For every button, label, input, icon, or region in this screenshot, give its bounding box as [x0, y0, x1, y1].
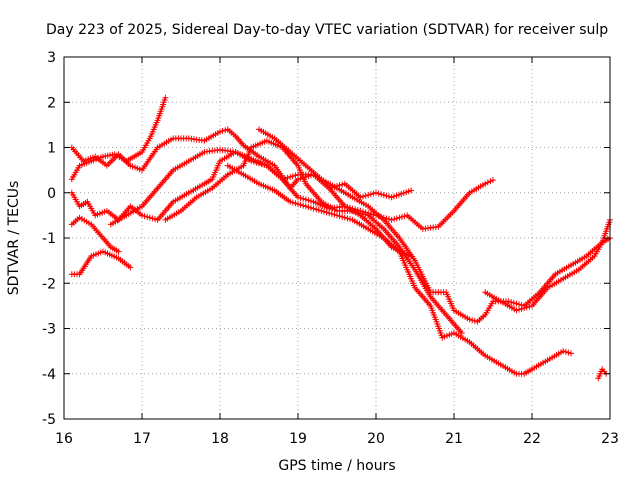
x-tick-label: 20	[367, 431, 385, 447]
x-tick-label: 22	[523, 431, 541, 447]
x-tick-label: 16	[55, 431, 73, 447]
series-markers	[68, 248, 134, 278]
series-markers	[224, 162, 574, 377]
x-axis-title: GPS time / hours	[278, 458, 395, 474]
series-markers	[162, 137, 465, 336]
series-markers	[68, 214, 122, 255]
series-markers	[68, 126, 415, 260]
series-track-4	[68, 248, 134, 278]
series-track-2	[68, 126, 415, 260]
x-tick-label: 19	[289, 431, 307, 447]
series-markers	[256, 126, 613, 325]
x-tick-label: 23	[601, 431, 619, 447]
series-track-7	[162, 137, 465, 336]
y-tick-label: 2	[47, 95, 56, 111]
series-track-11	[595, 366, 610, 382]
x-tick-label: 21	[445, 431, 463, 447]
x-tick-label: 18	[211, 431, 229, 447]
series-track-8	[224, 162, 574, 377]
y-tick-label: -3	[42, 322, 56, 338]
series-track-10	[482, 216, 613, 314]
series-group	[68, 94, 613, 382]
y-tick-label: -2	[42, 276, 56, 292]
y-tick-label: -5	[42, 412, 56, 428]
y-tick-label: -1	[42, 231, 56, 247]
series-markers	[482, 216, 613, 314]
series-track-9	[256, 126, 613, 325]
y-tick-label: 0	[47, 186, 56, 202]
chart-title: Day 223 of 2025, Sidereal Day-to-day VTE…	[46, 22, 608, 38]
grid	[64, 57, 610, 419]
y-tick-label: 3	[47, 50, 56, 66]
y-tick-label: 1	[47, 141, 56, 157]
x-tick-label: 17	[133, 431, 151, 447]
y-tick-label: -4	[42, 367, 56, 383]
series-track-5	[68, 214, 122, 255]
y-axis-title: SDTVAR / TECUs	[6, 181, 22, 296]
